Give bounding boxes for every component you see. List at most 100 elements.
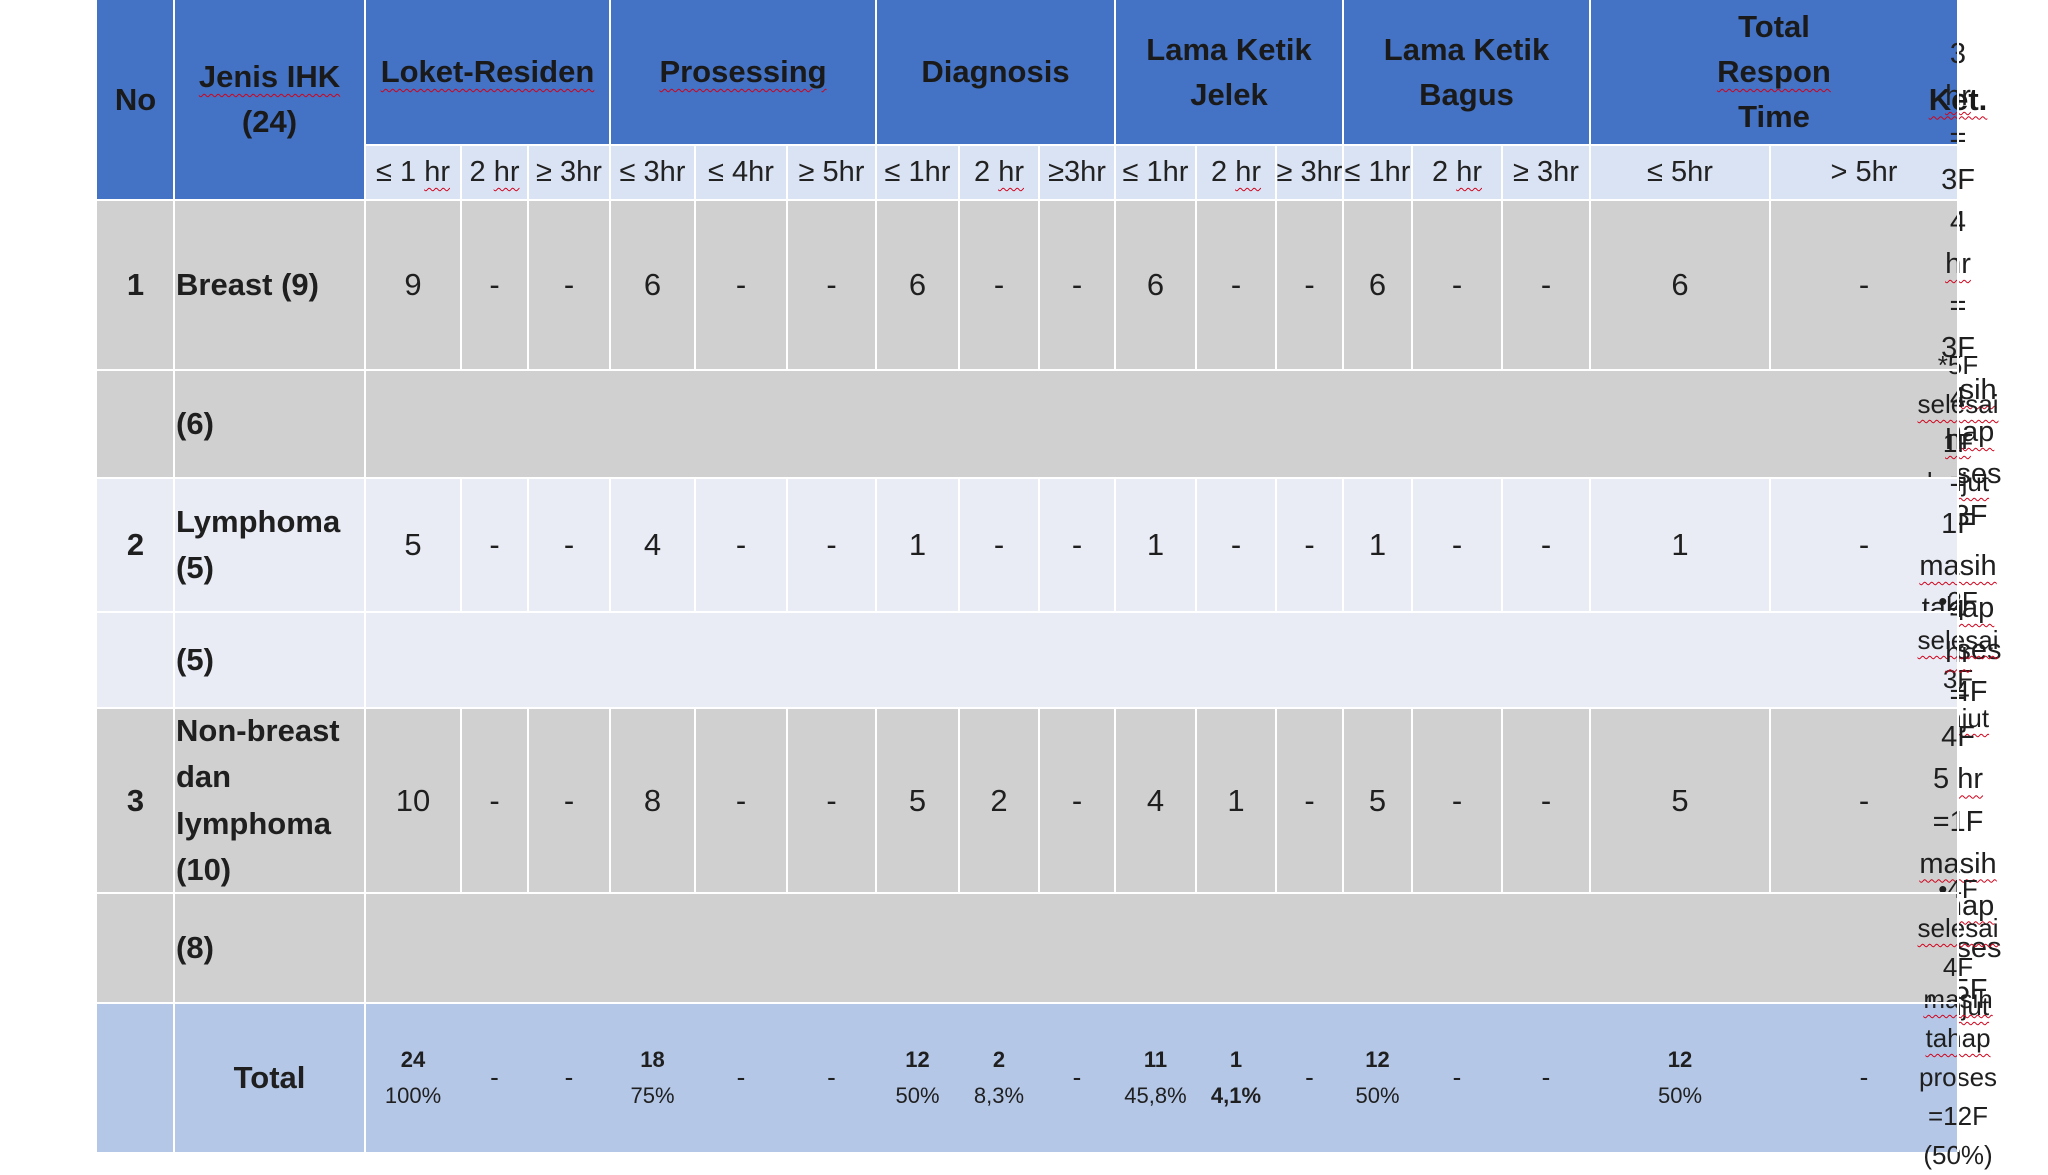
row-no-value: 3 — [126, 782, 145, 818]
grid-line — [609, 708, 611, 893]
row-value-text: - — [1304, 267, 1315, 302]
subheader-17: > 5hr — [1770, 145, 1958, 200]
row-value-text: - — [993, 267, 1005, 302]
subheader-label: ≥ 3hr — [1513, 156, 1579, 188]
total-value-number: - — [490, 1061, 499, 1092]
row-value: 4 — [1115, 708, 1196, 893]
row-value: - — [1196, 478, 1276, 612]
row-value: 1 — [1590, 478, 1770, 612]
total-value-percent: 50% — [1355, 1082, 1400, 1108]
row-value: - — [959, 478, 1039, 612]
row-jenis-label: lymphoma — [176, 805, 332, 841]
total-value: - — [1770, 1003, 1958, 1152]
total-value: - — [1276, 1003, 1343, 1152]
grid-line — [97, 477, 1958, 479]
header-group-4: Lama Ketik Jelek — [1115, 0, 1343, 145]
row-jenis-label: dan — [176, 759, 232, 794]
grid-line — [694, 145, 696, 370]
row-value-text: 8 — [643, 782, 662, 818]
row-value-text: 1 — [1146, 527, 1165, 562]
grid-line — [1038, 145, 1040, 370]
subheader-4: ≤ 3hr — [610, 145, 695, 200]
total-value-percent: 50% — [895, 1082, 940, 1108]
total-value: - — [787, 1003, 876, 1152]
total-value-number: 2 — [992, 1047, 1006, 1073]
subrow-no-empty — [97, 370, 174, 478]
row-value: - — [1276, 478, 1343, 612]
grid-line — [1411, 145, 1413, 370]
grid-line — [1275, 708, 1277, 893]
row-value: - — [1276, 708, 1343, 893]
grid-line — [1769, 708, 1771, 893]
header-group-label: Total — [1738, 9, 1810, 45]
total-value: 1 4,1% — [1196, 1003, 1276, 1152]
row-value: 6 — [876, 200, 959, 370]
total-value-percent: 4,1% — [1210, 1082, 1262, 1108]
row-value-text: - — [1230, 267, 1242, 302]
header-group-label: Lama Ketik — [1146, 31, 1312, 67]
header-group-label: Lama Ketik — [1383, 31, 1550, 67]
row-value: 1 — [876, 478, 959, 612]
row-value: 4 — [610, 478, 695, 612]
row-value-text: 5 — [404, 527, 422, 562]
row-value-text: 9 — [404, 267, 422, 302]
total-value-percent: 50% — [1657, 1082, 1703, 1108]
grid-line — [786, 708, 788, 893]
row-value-text: - — [1451, 267, 1463, 302]
row-value: - — [1196, 200, 1276, 370]
header-group-label: Diagnosis — [921, 54, 1070, 90]
row-value: 10 — [365, 708, 461, 893]
header-jenis-label: Jenis IHK — [198, 59, 341, 95]
total-no-empty — [97, 1003, 174, 1152]
row-value: 5 — [1343, 708, 1412, 893]
grid-line — [1769, 478, 1771, 612]
header-jenis-count: (24) — [241, 104, 298, 139]
row-value-text: 5 — [908, 782, 927, 818]
header-jenis: Jenis IHK (24) — [174, 0, 365, 200]
grid-line — [527, 478, 529, 612]
row-value-text: 1 — [1227, 782, 1245, 818]
row-value-text: - — [1071, 527, 1083, 562]
row-value: 6 — [1343, 200, 1412, 370]
ihk-table: No Jenis IHK (24) Loket-Residen Prosessing Di… — [97, 0, 2002, 1170]
grid-line — [1589, 708, 1591, 893]
row-value: - — [1502, 708, 1590, 893]
row-value: - — [461, 200, 528, 370]
total-value: 12 50% — [1590, 1003, 1770, 1152]
total-value-number: - — [1305, 1061, 1314, 1092]
subrow-empty — [365, 370, 1958, 478]
row-value-text: - — [1858, 527, 1870, 562]
subheader-9: ≥3hr — [1039, 145, 1115, 200]
row-value-text: - — [826, 782, 837, 818]
subheader-3: ≥ 3hr — [528, 145, 610, 200]
total-value: - — [1502, 1003, 1590, 1152]
total-value-number: 24 — [400, 1047, 426, 1073]
subheader-1: ≤ 1 hr — [365, 145, 461, 200]
row-jenis-label: (10) — [176, 852, 232, 887]
total-value-percent: 75% — [630, 1082, 675, 1108]
grid-line — [1114, 145, 1116, 370]
grid-line — [97, 369, 1958, 371]
header-group-label: Prosessing — [659, 54, 827, 90]
subheader-label: ≤ 3hr — [619, 156, 686, 188]
row-value-text: - — [735, 782, 747, 818]
row-value-text: - — [1858, 267, 1870, 302]
grid-line — [1114, 0, 1116, 200]
row-value: - — [1039, 708, 1115, 893]
row-value-text: - — [1540, 527, 1552, 562]
row-value-text: 6 — [1671, 267, 1689, 302]
row-value-text: - — [1451, 527, 1463, 562]
total-value-number: - — [1859, 1061, 1869, 1092]
subheader-label: ≥ 3hr — [1276, 156, 1343, 188]
grid-line — [1342, 478, 1344, 612]
row-value-text: - — [735, 527, 747, 562]
row-value-text: - — [993, 527, 1005, 562]
header-group-label: Time — [1738, 98, 1810, 134]
row-value-text: - — [1540, 782, 1552, 818]
subheader-label: 2 hr — [469, 156, 520, 188]
subrow-empty — [365, 612, 1958, 708]
row-value-text: - — [1858, 782, 1870, 818]
grid-line — [97, 707, 1958, 709]
row-no-value: 1 — [126, 267, 145, 302]
subheader-13: ≤ 1hr — [1343, 145, 1412, 200]
